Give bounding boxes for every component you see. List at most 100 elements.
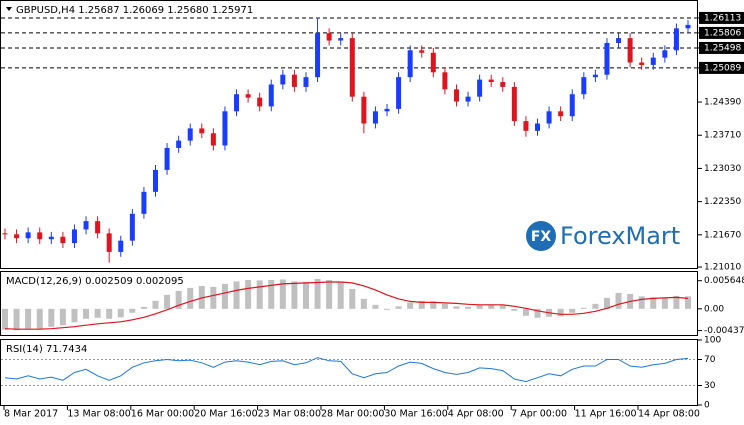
macd-bar [349, 288, 356, 309]
x-tick-label: 13 Mar 08:00 [67, 409, 130, 420]
macd-bar [476, 304, 483, 309]
watermark: ForexMart [560, 222, 680, 250]
logo-icon-text: FX [531, 229, 552, 245]
macd-bar [210, 286, 217, 309]
candle-body [581, 77, 587, 95]
macd-bar [152, 300, 159, 309]
y-tick-label: 1.24390 [704, 98, 741, 108]
macd-bar [83, 308, 90, 319]
candle-body [25, 232, 31, 239]
x-tick-label: 28 Mar 00:00 [321, 409, 384, 420]
x-tick-label: 4 Apr 08:00 [448, 409, 504, 420]
candle-body [407, 50, 413, 78]
candle-body [523, 121, 529, 131]
menu-arrow [6, 7, 12, 11]
candle-body [245, 94, 251, 98]
y-tick-label: -0.004377 [704, 326, 744, 336]
macd-bar [638, 296, 645, 309]
y-tick-label: 1.25089 [704, 63, 741, 73]
candle-body [500, 82, 506, 87]
macd-bar [187, 287, 194, 309]
candle-body [303, 77, 309, 87]
macd-bar [2, 308, 8, 330]
macd-bar [650, 297, 657, 309]
macd-bar [71, 308, 78, 323]
candle-body [71, 229, 77, 244]
macd-bar [59, 308, 66, 326]
candle-body [199, 128, 205, 134]
x-tick-label: 11 Apr 16:00 [575, 409, 637, 420]
candle-body [152, 169, 158, 192]
macd-bar [337, 281, 344, 309]
candle-body [592, 74, 598, 78]
macd-bar [233, 281, 240, 309]
candle-body [14, 234, 20, 239]
candle-body [338, 38, 344, 41]
candle-body [685, 24, 691, 29]
candle-body [37, 232, 43, 240]
candle-body [453, 89, 459, 102]
y-tick-label: 1.26113 [704, 13, 741, 23]
candle-body [291, 74, 297, 87]
macd-bar [256, 280, 263, 309]
candle-body [372, 111, 378, 124]
macd-bar [221, 283, 228, 309]
candle-body [569, 94, 575, 117]
macd-bar [36, 308, 43, 329]
x-tick-label: 30 Mar 16:00 [384, 409, 447, 420]
candle-body [257, 97, 263, 107]
macd-bar [48, 308, 55, 327]
macd-bar [453, 306, 460, 309]
macd-bar [673, 295, 680, 309]
y-tick-label: 0 [704, 401, 710, 411]
macd-bar [557, 308, 564, 317]
candle-body [210, 133, 216, 146]
candle-body [442, 72, 448, 90]
macd-bar [279, 279, 286, 309]
macd-bar [603, 297, 610, 309]
macd-bar [511, 308, 518, 311]
candle-body [118, 240, 124, 252]
macd-bar [268, 279, 275, 309]
candle-body [187, 128, 193, 141]
candle-body [280, 74, 286, 85]
candle-body [662, 50, 668, 58]
rsi-panel [0, 339, 698, 406]
y-tick-label: 0.005648 [704, 276, 744, 286]
rsi-title: RSI(14) 71.7434 [6, 344, 87, 355]
macd-bar [314, 278, 321, 309]
macd-bar [25, 308, 32, 329]
candle-body [164, 147, 170, 170]
macd-bar [395, 306, 402, 309]
y-tick-label: 0.00 [704, 304, 724, 314]
macd-bar [441, 303, 448, 309]
candle-body [396, 77, 402, 109]
candle-body [511, 86, 517, 122]
candle-body [2, 233, 8, 235]
macd-bar [140, 306, 147, 309]
macd-bar [592, 303, 599, 309]
macd-bar [302, 281, 309, 309]
macd-bar [291, 281, 298, 309]
y-tick-label: 1.21670 [704, 230, 741, 240]
candle-body [535, 123, 541, 131]
macd-bar [407, 302, 414, 309]
candle-body [673, 28, 679, 51]
price-label-box [699, 11, 744, 24]
y-tick-label: 1.25806 [704, 28, 741, 38]
macd-bar [430, 301, 437, 309]
candle-body [129, 213, 135, 241]
y-tick-label: 1.22350 [704, 197, 741, 207]
macd-bar [615, 292, 622, 309]
macd-bar [326, 279, 333, 309]
candle-body [361, 96, 367, 124]
price-panel [0, 0, 698, 269]
y-tick-label: 1.21010 [704, 263, 741, 273]
candle-body [558, 111, 564, 117]
candle-body [176, 140, 182, 148]
candle-body [627, 38, 633, 63]
macd-bar [106, 308, 113, 319]
x-tick-label: 23 Mar 08:00 [258, 409, 321, 420]
price-title: GBPUSD,H4 1.25687 1.26069 1.25680 1.2597… [16, 5, 253, 16]
